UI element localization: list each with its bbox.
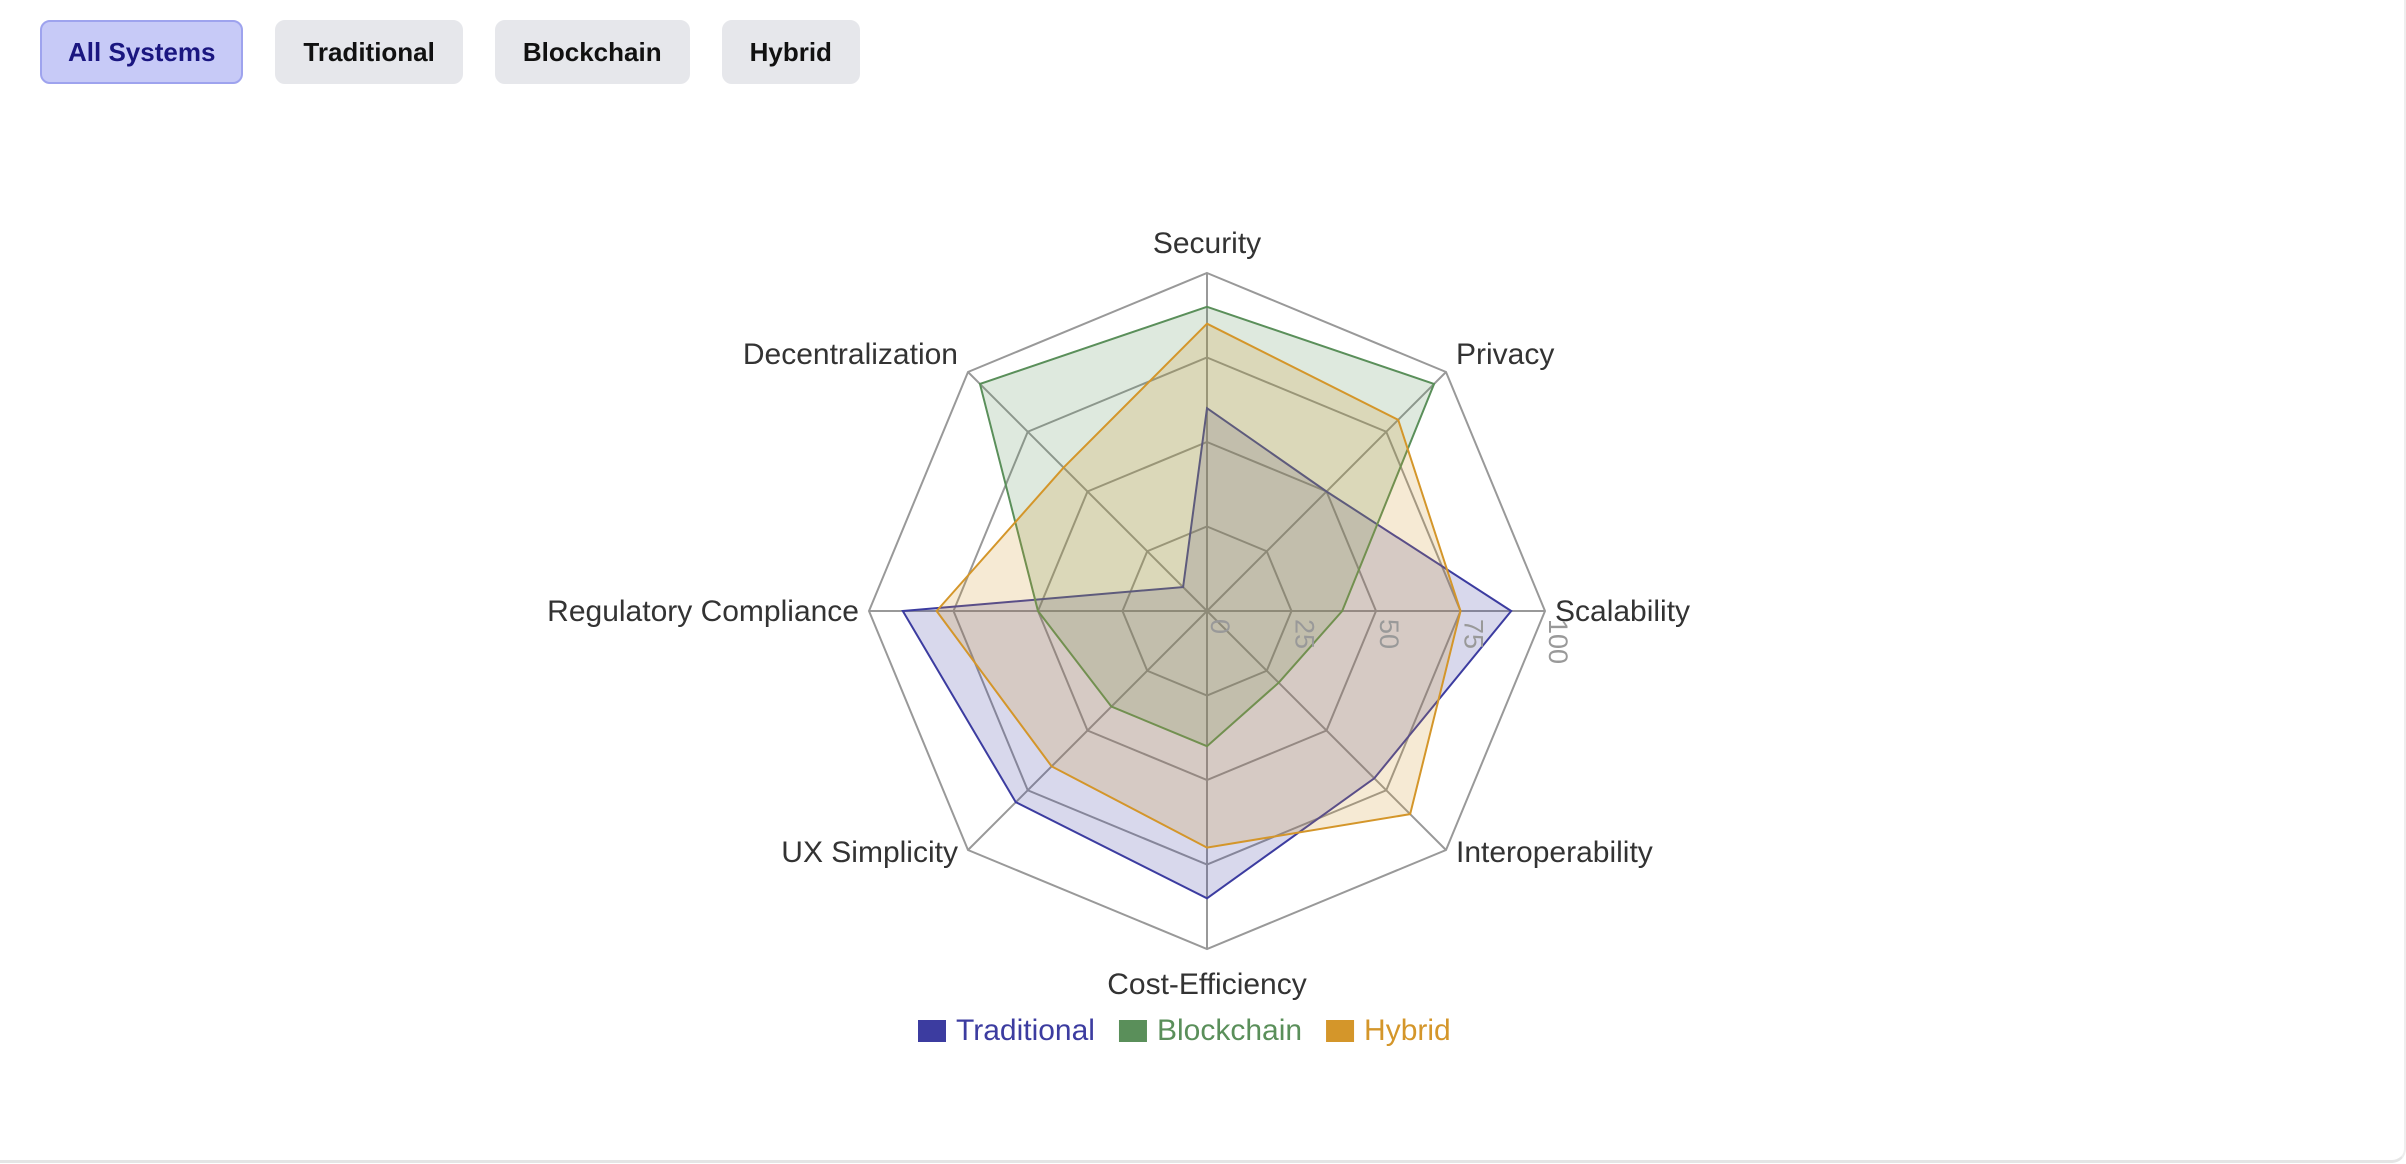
grid-spoke xyxy=(967,371,1208,612)
legend-swatch-blockchain xyxy=(1118,1020,1147,1042)
tick-label: 25 xyxy=(1290,619,1320,649)
grid-spoke xyxy=(967,610,1208,851)
tick-label: 75 xyxy=(1459,619,1489,649)
axis-label-decentralization: Decentralization xyxy=(743,338,958,371)
filter-blockchain-button[interactable]: Blockchain xyxy=(494,20,690,84)
filter-traditional-button[interactable]: Traditional xyxy=(275,20,463,84)
grid-spoke xyxy=(1206,610,1447,851)
tick-label: 100 xyxy=(1543,619,1573,664)
filter-bar: All Systems Traditional Blockchain Hybri… xyxy=(40,20,860,84)
legend-item-hybrid[interactable]: Hybrid xyxy=(1364,1014,1451,1047)
axis-label-ux-simplicity: UX Simplicity xyxy=(781,836,958,869)
axis-label-scalability: Scalability xyxy=(1555,595,1690,628)
legend-item-traditional[interactable]: Traditional xyxy=(956,1014,1095,1047)
tick-label: 50 xyxy=(1374,619,1404,649)
axis-label-privacy: Privacy xyxy=(1456,338,1554,371)
series-area-blockchain xyxy=(978,305,1436,748)
axis-label-security: Security xyxy=(1153,227,1261,260)
legend-item-blockchain[interactable]: Blockchain xyxy=(1157,1014,1302,1047)
legend-swatch-traditional xyxy=(918,1020,946,1042)
tick-label: 0 xyxy=(1205,619,1235,634)
series-area-hybrid xyxy=(935,322,1462,849)
series-area-traditional xyxy=(901,406,1513,900)
axis-label-interoperability: Interoperability xyxy=(1456,836,1653,869)
axis-label-regulatory-compliance: Regulatory Compliance xyxy=(547,595,859,628)
legend-swatch-hybrid xyxy=(1326,1020,1355,1042)
axis-label-cost-efficiency: Cost-Efficiency xyxy=(1107,968,1307,1001)
filter-all-systems-button[interactable]: All Systems xyxy=(40,20,244,84)
filter-hybrid-button[interactable]: Hybrid xyxy=(721,20,860,84)
